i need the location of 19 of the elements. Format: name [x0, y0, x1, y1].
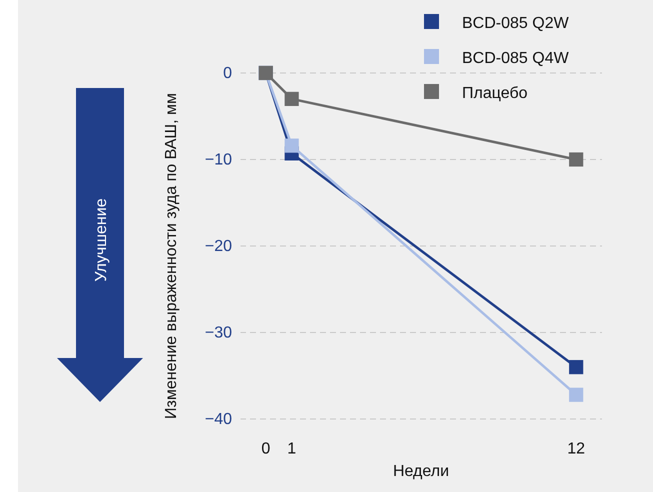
- y-tick-label: −10: [204, 152, 232, 169]
- y-tick-label: −30: [204, 324, 232, 342]
- y-tick-label: −20: [204, 238, 232, 256]
- point: [569, 388, 584, 402]
- y-axis-title: Изменение выраженности зуда по ВАШ, мм: [163, 93, 180, 419]
- x-tick-label: 0: [261, 440, 270, 458]
- point: [284, 92, 299, 106]
- legend-label: BCD-085 Q2W: [462, 15, 570, 32]
- text: Улучшение: [93, 198, 110, 282]
- x-axis-title: Недели: [392, 463, 450, 480]
- point: [284, 138, 299, 153]
- x-tick-label: 12: [567, 440, 586, 458]
- x-tick-label: 1: [287, 440, 296, 458]
- point: [569, 152, 584, 167]
- legend-label: BCD-085 Q4W: [462, 50, 570, 67]
- point: [569, 360, 584, 374]
- y-tick-label: −40: [204, 411, 232, 428]
- legend-label: Плацебо: [462, 85, 528, 102]
- y-tick-label: 0: [223, 65, 232, 82]
